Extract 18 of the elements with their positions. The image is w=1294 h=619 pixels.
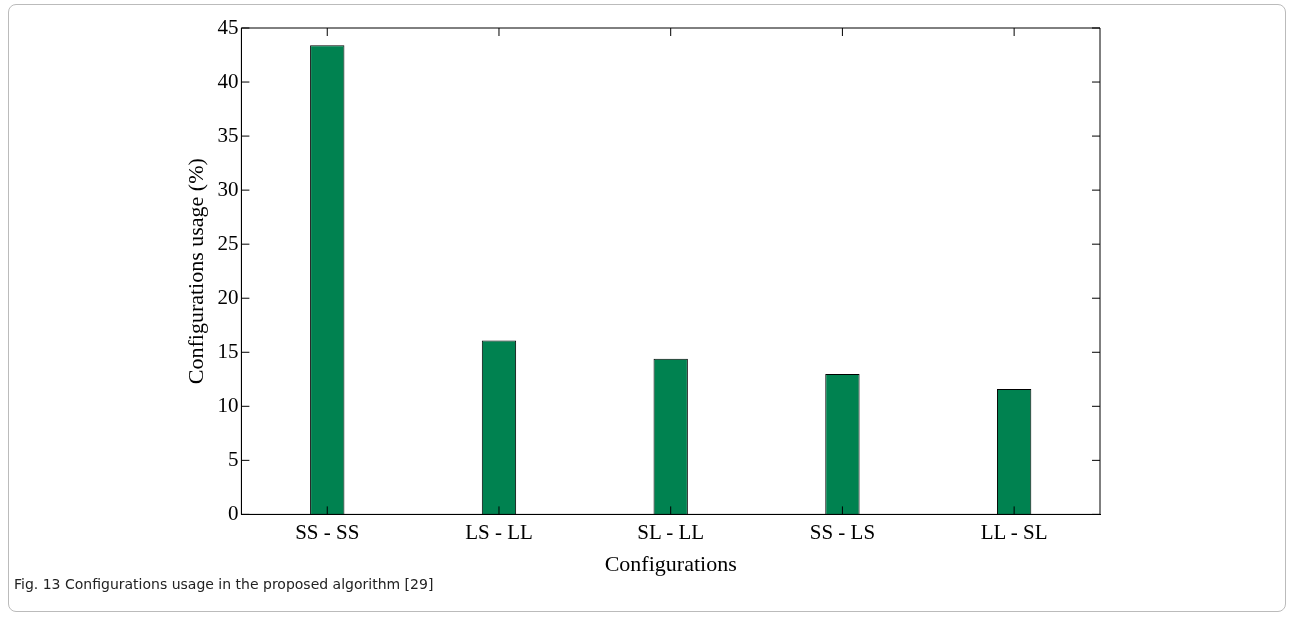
x-tick-label: SS - LS [809,519,876,544]
x-tick-label: LS - LL [465,519,533,544]
x-axis-title: Configurations [604,550,737,576]
y-tick-label: 20 [217,284,239,309]
y-tick-label: 30 [217,176,239,201]
y-tick-label: 40 [217,68,239,93]
y-tick-label: 45 [217,14,239,39]
x-tick-label: SL - LL [637,519,705,544]
y-tick-label: 25 [217,230,239,255]
y-tick-label: 5 [227,446,239,471]
y-tick-label: 35 [217,122,239,147]
y-tick-label: 10 [217,392,239,417]
caption: Fig. 13 Configurations usage in the proposed algorithm [29] [14,576,434,592]
x-tick-label: SS - SS [295,519,360,544]
y-tick-label: 0 [227,500,239,525]
y-tick-label: 15 [217,338,239,363]
y-axis-title: Configurations usage (%) [182,158,208,385]
x-tick-label: LL - SL [980,519,1048,544]
